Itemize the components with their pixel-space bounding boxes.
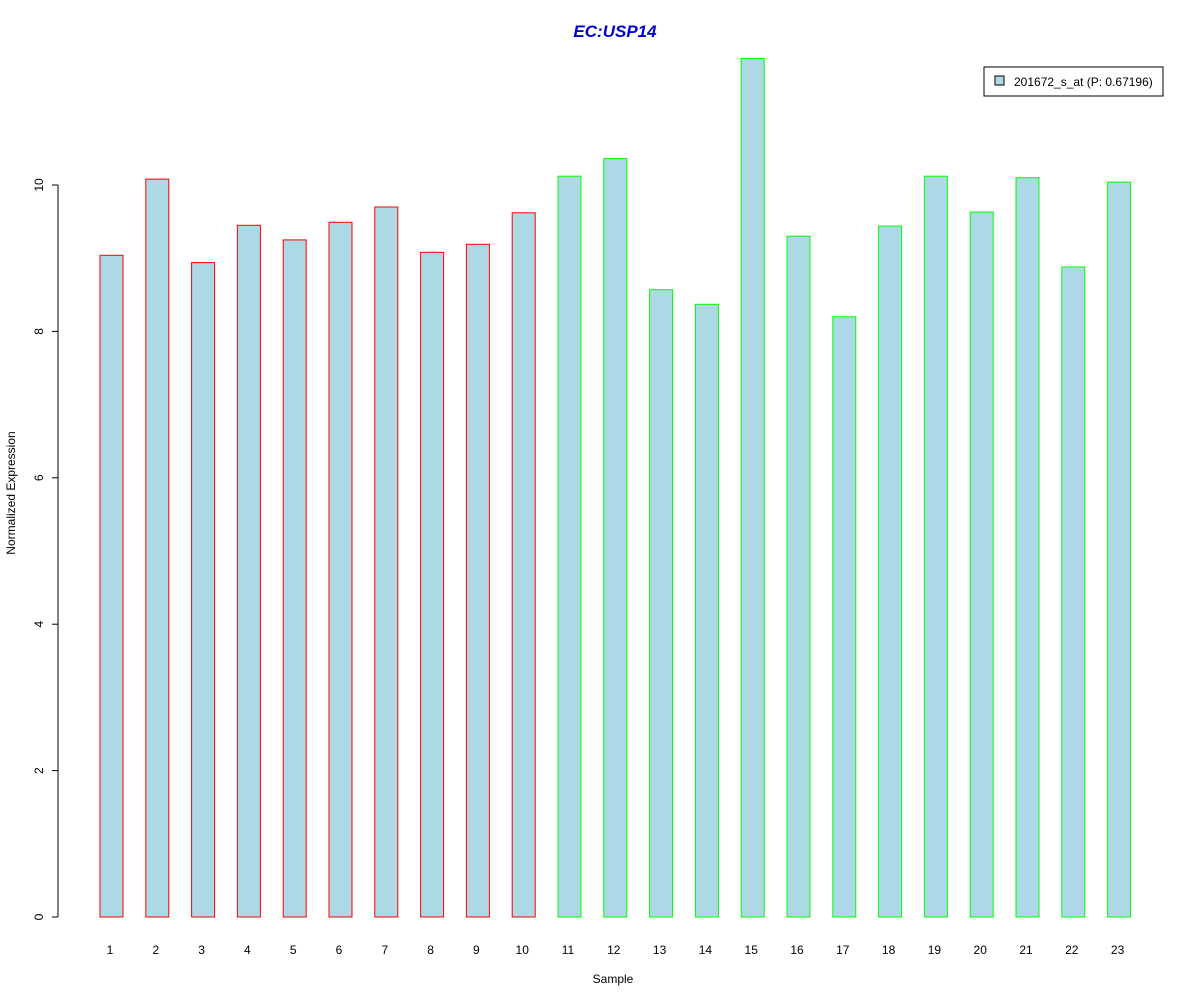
bar (1015, 177, 1040, 918)
bar (1061, 266, 1086, 918)
bar (878, 225, 903, 918)
bar (969, 211, 994, 918)
x-axis-tick-labels: 1 2 3 4 5 6 7 8 9 10 11 12 13 14 15 16 17 18 19 20 21 22 23 (107, 943, 1125, 957)
bar (557, 175, 582, 918)
x-axis-tick-label: 6 (336, 943, 343, 957)
y-axis-tick-label: 0 (32, 913, 46, 920)
y-axis-tick-label: 10 (32, 178, 46, 192)
bar (832, 316, 857, 918)
x-axis-tick-label: 18 (882, 943, 896, 957)
legend: 201672_s_at (P: 0.67196) (983, 66, 1164, 97)
x-axis-label: Sample (593, 972, 634, 986)
bar (1107, 181, 1132, 918)
bar (328, 221, 353, 918)
x-axis-tick-label: 16 (790, 943, 804, 957)
x-axis-tick-label: 3 (198, 943, 205, 957)
x-axis-tick-label: 13 (653, 943, 667, 957)
x-axis-tick-label: 7 (381, 943, 388, 957)
x-axis-tick-label: 15 (745, 943, 759, 957)
y-axis-tick-label: 2 (32, 767, 46, 774)
bar (282, 239, 307, 918)
bar (145, 178, 170, 918)
x-axis-tick-label: 19 (928, 943, 942, 957)
x-axis-tick-label: 8 (427, 943, 434, 957)
chart-title: EC:USP14 (573, 22, 657, 41)
legend-label: 201672_s_at (P: 0.67196) (1014, 75, 1153, 89)
bar (420, 251, 445, 918)
x-axis-tick-label: 5 (290, 943, 297, 957)
y-axis: 0 2 4 6 8 10 (32, 178, 59, 920)
legend-swatch (994, 75, 1005, 86)
bar (694, 303, 719, 918)
bar (465, 243, 490, 918)
bar (603, 158, 628, 918)
x-axis-tick-label: 9 (473, 943, 480, 957)
x-axis-tick-label: 20 (974, 943, 988, 957)
bars-group (99, 57, 1132, 918)
x-axis-tick-label: 17 (836, 943, 850, 957)
bar (740, 57, 765, 918)
x-axis-tick-label: 10 (516, 943, 530, 957)
bar (191, 262, 216, 918)
bar (236, 224, 261, 918)
x-axis-tick-label: 12 (607, 943, 621, 957)
x-axis-tick-label: 14 (699, 943, 713, 957)
bar (374, 206, 399, 918)
x-axis-tick-label: 2 (152, 943, 159, 957)
x-axis-tick-label: 4 (244, 943, 251, 957)
y-axis-tick-label: 6 (32, 474, 46, 481)
x-axis-tick-label: 23 (1111, 943, 1125, 957)
legend-box (983, 66, 1164, 97)
bar (99, 254, 124, 918)
bar (649, 289, 674, 918)
x-axis-tick-label: 1 (107, 943, 114, 957)
y-axis-label: Normalized Expression (4, 431, 18, 554)
bar (786, 235, 811, 918)
x-axis-tick-label: 21 (1019, 943, 1033, 957)
y-axis-tick-label: 8 (32, 328, 46, 335)
bar (923, 175, 948, 918)
y-axis-tick-label: 4 (32, 621, 46, 628)
bar (511, 212, 536, 918)
x-axis-tick-label: 11 (562, 943, 575, 957)
x-axis-tick-label: 22 (1065, 943, 1079, 957)
